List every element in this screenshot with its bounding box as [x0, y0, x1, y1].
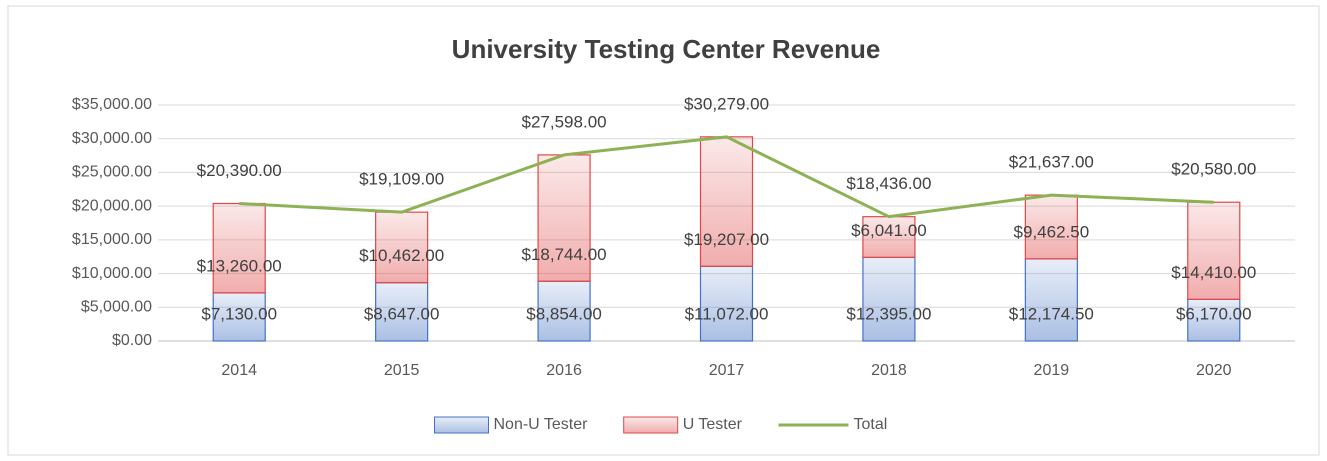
bar-label: $11,072.00 — [685, 304, 769, 323]
line-label: $18,436.00 — [846, 174, 931, 193]
line-series — [239, 135, 1214, 219]
x-tick-label: 2016 — [546, 362, 582, 379]
bar-segment — [212, 202, 266, 294]
bar-label: $7,130.00 — [201, 304, 277, 323]
bar-segment — [375, 282, 429, 342]
line-label: $20,580.00 — [1171, 160, 1256, 179]
x-tick-label: 2018 — [871, 362, 907, 379]
bar-label: $12,174.50 — [1009, 304, 1094, 323]
bar-label: $8,647.00 — [364, 304, 440, 323]
legend-swatch — [623, 416, 679, 434]
bar-label: $12,395.00 — [846, 304, 931, 323]
bar-label: $14,410.00 — [1171, 263, 1256, 282]
bar-label: $18,744.00 — [522, 245, 607, 264]
line-label: $20,390.00 — [197, 161, 282, 180]
y-tick-label: $15,000.00 — [72, 231, 152, 248]
x-tick-label: 2014 — [221, 362, 257, 379]
bar-label: $13,260.00 — [197, 256, 282, 275]
bar-segment — [862, 256, 916, 342]
x-tick-label: 2020 — [1196, 362, 1232, 379]
y-tick-label: $20,000.00 — [72, 197, 152, 214]
legend-swatch — [434, 416, 489, 434]
bar-label: $10,462.00 — [359, 246, 444, 265]
legend-label: Non-U Tester — [494, 416, 589, 433]
chart-title: University Testing Center Revenue — [452, 34, 881, 64]
y-tick-label: $25,000.00 — [72, 164, 152, 181]
chart-frame — [7, 5, 1320, 456]
y-tick-label: $30,000.00 — [72, 130, 152, 147]
bar-label: $6,170.00 — [1176, 304, 1252, 323]
bar-segment — [1187, 201, 1241, 300]
legend-label: U Tester — [683, 416, 743, 433]
x-tick-label: 2015 — [384, 362, 420, 379]
bar-segment — [1024, 258, 1078, 342]
line-label: $21,637.00 — [1009, 153, 1094, 172]
bar-segment — [862, 216, 916, 259]
bar-segment — [1024, 194, 1078, 260]
y-tick-label: $0.00 — [112, 332, 152, 349]
line-label: $27,598.00 — [522, 112, 607, 131]
bar-segment — [537, 280, 591, 342]
y-tick-label: $5,000.00 — [81, 299, 152, 316]
x-tick-label: 2017 — [709, 362, 745, 379]
y-tick-label: $35,000.00 — [72, 96, 152, 113]
legend-label: Total — [854, 416, 888, 433]
bar-segment — [212, 292, 266, 342]
line-label: $30,279.00 — [684, 94, 769, 113]
x-tick-label: 2019 — [1034, 362, 1070, 379]
bar-label: $8,854.00 — [526, 304, 602, 323]
bar-segment — [699, 136, 754, 267]
bar-label: $9,462.50 — [1014, 222, 1090, 241]
bar-segment — [1187, 298, 1241, 342]
bar-label: $19,207.00 — [684, 230, 769, 249]
line-label: $19,109.00 — [359, 170, 444, 189]
y-tick-label: $10,000.00 — [72, 265, 152, 282]
bar-label: $6,041.00 — [851, 221, 927, 240]
